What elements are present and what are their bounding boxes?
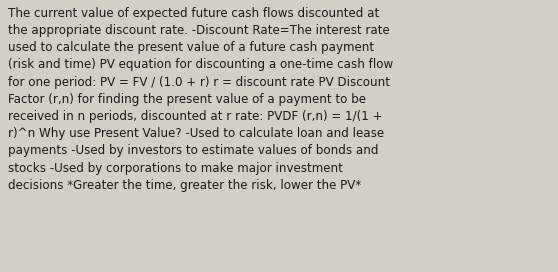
Text: The current value of expected future cash flows discounted at
the appropriate di: The current value of expected future cas… xyxy=(8,7,393,192)
